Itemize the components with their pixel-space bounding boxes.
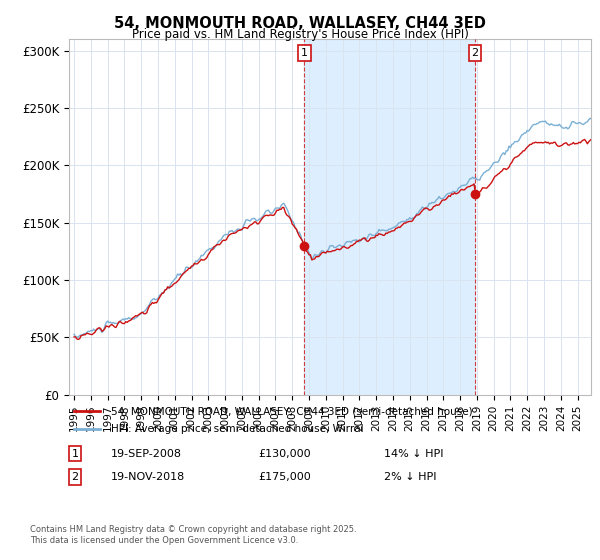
Text: 14% ↓ HPI: 14% ↓ HPI <box>384 449 443 459</box>
Text: 54, MONMOUTH ROAD, WALLASEY, CH44 3ED (semi-detached house): 54, MONMOUTH ROAD, WALLASEY, CH44 3ED (s… <box>111 407 472 417</box>
Text: 19-SEP-2008: 19-SEP-2008 <box>111 449 182 459</box>
Text: 2: 2 <box>471 48 478 58</box>
Text: 54, MONMOUTH ROAD, WALLASEY, CH44 3ED: 54, MONMOUTH ROAD, WALLASEY, CH44 3ED <box>114 16 486 31</box>
Text: 2: 2 <box>71 472 79 482</box>
Text: 2% ↓ HPI: 2% ↓ HPI <box>384 472 437 482</box>
Text: 1: 1 <box>71 449 79 459</box>
Text: HPI: Average price, semi-detached house, Wirral: HPI: Average price, semi-detached house,… <box>111 423 364 433</box>
Text: 19-NOV-2018: 19-NOV-2018 <box>111 472 185 482</box>
Bar <box>304 39 475 395</box>
Text: Price paid vs. HM Land Registry's House Price Index (HPI): Price paid vs. HM Land Registry's House … <box>131 28 469 41</box>
Text: £130,000: £130,000 <box>258 449 311 459</box>
Text: £175,000: £175,000 <box>258 472 311 482</box>
Text: 1: 1 <box>301 48 308 58</box>
Text: Contains HM Land Registry data © Crown copyright and database right 2025.
This d: Contains HM Land Registry data © Crown c… <box>30 525 356 545</box>
